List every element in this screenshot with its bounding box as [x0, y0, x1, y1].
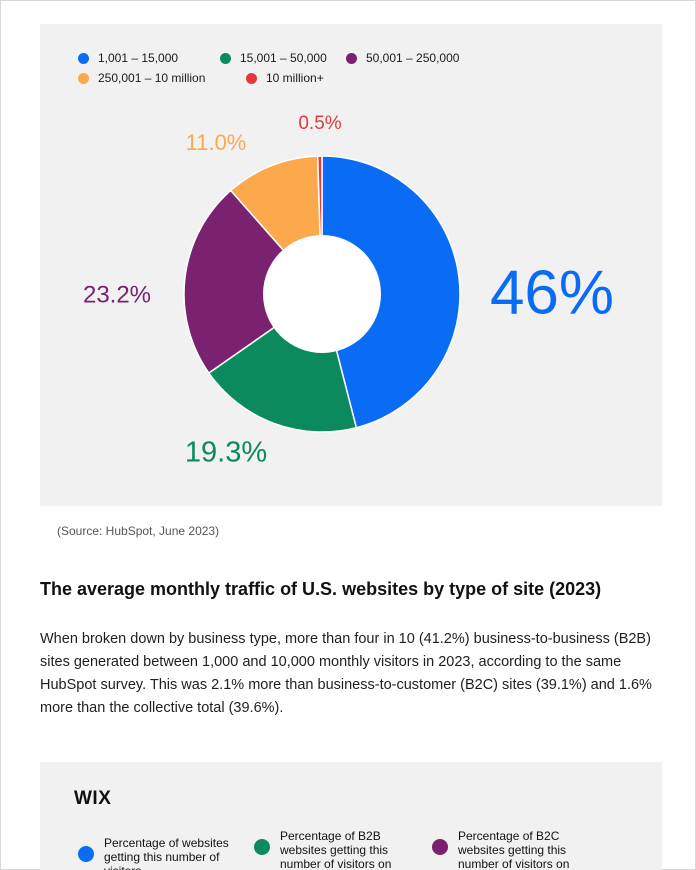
legend-dot [78, 846, 94, 862]
legend-item-50001-250000: 50,001 – 250,000 [346, 51, 459, 65]
legend-item-250001-10m: 250,001 – 10 million [78, 71, 205, 85]
slice-50001-250000 [183, 189, 324, 375]
legend-dot [246, 72, 257, 84]
legend-dot [78, 52, 89, 64]
slice-label-50001-250000: 23.2% [83, 281, 151, 308]
legend-item-15001-50000: 15,001 – 50,000 [220, 51, 327, 65]
slice-label-1001-15000: 46% [490, 258, 614, 327]
wix-logo: WIX [74, 788, 112, 809]
next-legend-item-all: Percentage of websites getting this numb… [78, 836, 244, 870]
slice-label-250001-10m: 11.0% [186, 130, 247, 155]
legend-item-1001-15000: 1,001 – 15,000 [78, 51, 178, 65]
legend-label: 15,001 – 50,000 [240, 51, 327, 65]
section-heading: The average monthly traffic of U.S. webs… [40, 579, 602, 599]
slice-1001-15000 [321, 155, 461, 429]
legend-dot [432, 839, 448, 855]
legend-dot [346, 52, 357, 64]
legend-dot [254, 839, 270, 855]
legend-dot [220, 52, 231, 64]
legend-label: 50,001 – 250,000 [366, 51, 460, 65]
next-legend-item-b2b: Percentage of B2B websites getting this … [254, 829, 420, 870]
chart-legend: 1,001 – 15,000 15,001 – 50,000 50,001 – … [78, 48, 638, 92]
legend-label: 1,001 – 15,000 [98, 51, 179, 65]
donut-chart-panel: 1,001 – 15,000 15,001 – 50,000 50,001 – … [40, 24, 662, 506]
donut-hole [263, 235, 381, 353]
chart-source: (Source: HubSpot, June 2023) [57, 524, 220, 538]
slice-label-15001-50000: 19.3% [185, 437, 267, 469]
next-chart-panel: WIX Percentage of websites getting this … [40, 762, 662, 870]
legend-label: 10 million+ [266, 71, 324, 85]
legend-label: Percentage of B2B websites getting this … [280, 829, 392, 870]
slice-label-10m-plus: 0.5% [298, 113, 341, 134]
legend-label: 250,001 – 10 million [98, 71, 206, 85]
next-legend-item-b2c: Percentage of B2C websites getting this … [432, 829, 598, 870]
legend-item-10m-plus: 10 million+ [246, 71, 324, 85]
legend-label: Percentage of B2C websites getting this … [458, 829, 570, 870]
donut-chart: 46% 19.3% 23.2% 11.0% 0.5% [83, 113, 614, 469]
legend-label: Percentage of websites getting this numb… [104, 836, 229, 870]
section-paragraph: When broken down by business type, more … [40, 631, 652, 716]
legend-dot [78, 72, 89, 84]
